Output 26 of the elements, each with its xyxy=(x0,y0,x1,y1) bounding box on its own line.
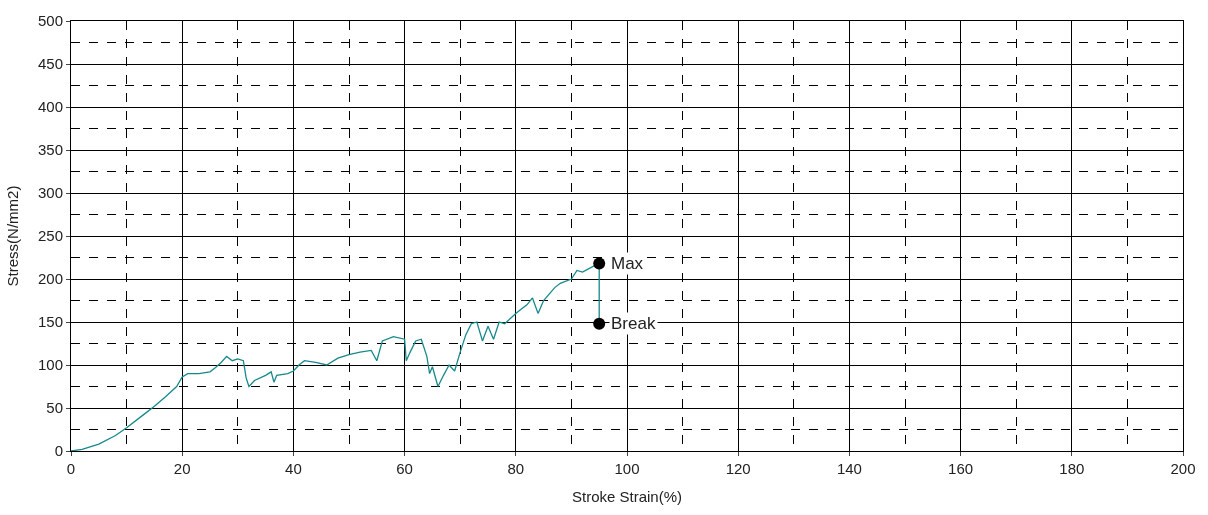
y-tick-label: 300 xyxy=(37,184,63,202)
x-tick-label: 80 xyxy=(507,460,525,477)
annotation: Break xyxy=(611,314,656,333)
x-tick-label: 140 xyxy=(836,460,862,477)
x-axis-title: Stroke Strain(%) xyxy=(571,488,683,505)
x-tick-label: 120 xyxy=(725,460,751,477)
y-tick-label: 100 xyxy=(37,356,63,374)
y-tick-label: 200 xyxy=(37,270,63,288)
x-tick-label: 100 xyxy=(614,460,640,477)
y-axis-title: Stress(N/mm2) xyxy=(4,185,22,287)
y-tick-label: 150 xyxy=(37,313,63,331)
x-tick-label: 180 xyxy=(1059,460,1085,477)
y-tick-label: 0 xyxy=(54,442,63,460)
x-tick-label: 40 xyxy=(285,460,302,477)
y-tick-label: 500 xyxy=(37,12,63,30)
y-tick-label: 50 xyxy=(46,399,63,417)
y-tick-label: 250 xyxy=(37,227,63,245)
y-tick-label: 450 xyxy=(37,55,63,73)
x-tick-label: 0 xyxy=(66,460,76,477)
annotation: Max xyxy=(611,254,644,273)
y-tick-label: 400 xyxy=(37,98,63,116)
x-tick-label: 60 xyxy=(396,460,413,477)
x-tick-label: 160 xyxy=(948,460,974,477)
y-tick-label: 350 xyxy=(37,141,63,159)
x-tick-label: 200 xyxy=(1170,460,1196,477)
x-tick-label: 20 xyxy=(173,460,191,477)
